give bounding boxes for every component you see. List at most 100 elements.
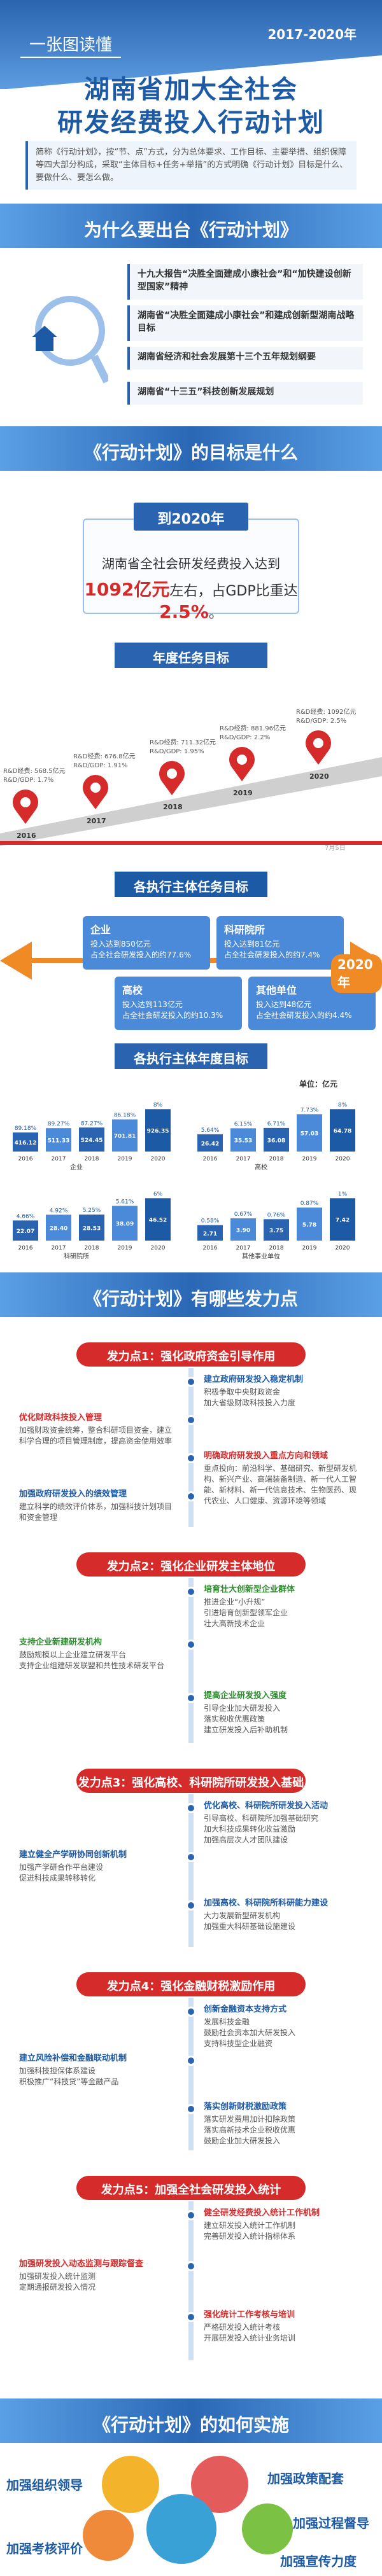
bar-value: 926.35: [147, 1129, 169, 1135]
task-institute: 科研院所 投入达到81亿元 占全社会研发投入的约7.4%: [216, 916, 344, 970]
yearly-unit: 单位：亿元: [299, 1080, 338, 1089]
goal-ratio: 2.5%: [159, 601, 209, 622]
measure-item-heading: 支持企业新建研发机构: [19, 1638, 103, 1648]
goal-mid: 左右，占GDP比重达: [169, 583, 298, 599]
measure-item-detail: 严格研发投入统计考核 开展研发投入统计业务培训: [204, 2323, 296, 2343]
bar-pct: 0.67%: [234, 1211, 253, 1218]
bar: [112, 1119, 138, 1152]
measure-dot: [186, 1491, 196, 1501]
measure-item-heading: 加强高校、科研院所科研能力建设: [204, 1898, 329, 1909]
bar: [230, 1218, 256, 1241]
measure-item-heading: 创新金融资本支持方式: [204, 2005, 287, 2014]
measure-item-detail: 引导企业加大研发投入 落实税收优惠政策 建立研发投入后补助机制: [204, 1703, 288, 1734]
bar: [264, 1219, 289, 1241]
bar: [112, 1206, 138, 1241]
measures-banner: 《行动计划》有哪些发力点: [0, 1272, 382, 1317]
point-year: 2018: [163, 803, 183, 811]
group-name: 其他事业单位: [242, 1252, 280, 1260]
measure-dot: [186, 1851, 196, 1862]
bar-year: 2018: [269, 1245, 284, 1251]
task-enterprise: 企业 投入达到850亿元 占全社会研发投入的约77.6%: [83, 916, 210, 970]
bar-year: 2016: [203, 1245, 218, 1251]
bar-pct: 1%: [338, 1191, 348, 1197]
bar-pct: 8%: [153, 1102, 163, 1108]
group-name: 高校: [255, 1163, 267, 1171]
measure-dot: [186, 1803, 196, 1813]
task-university: 高校 投入达到113亿元 占全社会研发投入的约10.3%: [115, 977, 242, 1030]
bar-year: 2016: [203, 1156, 218, 1162]
bar: [230, 1128, 256, 1152]
group-name: 企业: [70, 1163, 83, 1171]
bar-year: 2020: [151, 1245, 166, 1251]
bar-year: 2017: [52, 1245, 66, 1251]
point-label1: R&D经费: 676.8亿元: [73, 752, 136, 760]
measure-item-detail: 重点投向：前沿科学、基础研究、新型研发机构、新兴产业、高端装备制造、新一代人工智…: [204, 1464, 357, 1505]
bar-value: 35.53: [234, 1138, 252, 1145]
timeline-point: R&D经费: 1092亿元 R&D/GDP: 2.5% 2020: [296, 707, 356, 781]
bar-year: 2020: [336, 1245, 350, 1251]
measure-item-detail: 大力发展新型研发机构 加强重大科研基础设施建设: [204, 1911, 296, 1932]
bar-value: 511.33: [48, 1138, 70, 1145]
measure-item-heading: 加强政府研发投入的绩效管理: [19, 1489, 127, 1499]
measure-item-detail: 建立研发投入统计工作机制 完善研发投入统计指标体系: [204, 2221, 296, 2241]
bar-year: 2019: [302, 1156, 317, 1162]
pin-dot: [237, 755, 247, 765]
measure-item-heading: 落实创新财税激励政策: [204, 2102, 287, 2112]
bar-year: 2019: [118, 1245, 132, 1251]
measure-item-heading: 优化高校、科研院所研发投入活动: [204, 1801, 329, 1811]
timeline-point: R&D经费: 568.5亿元 R&D/GDP: 1.7% 2016: [3, 767, 66, 840]
measure-dot: [186, 1453, 196, 1463]
bar-year: 2020: [336, 1156, 350, 1162]
bar-value: 701.81: [114, 1134, 136, 1140]
bar-value: 416.12: [15, 1140, 37, 1146]
bar-value: 3.90: [236, 1227, 250, 1234]
measure-dot: [186, 1640, 196, 1650]
measure-axis: [188, 1794, 194, 1947]
measure-item-detail: 加强研发投入统计监测 定期通报研发投入情况: [19, 2272, 96, 2292]
pin-dot: [20, 797, 31, 807]
header-band: [0, 0, 382, 89]
bar-year: 2018: [85, 1156, 99, 1162]
implement-banner: 《行动计划》的如何实施: [0, 2398, 382, 2443]
bar: [145, 1109, 171, 1152]
task-line2: 占全社会研发投入的约77.6%: [90, 950, 192, 959]
circle-blue: [146, 2494, 216, 2564]
goal-end: 。: [208, 606, 223, 622]
bar: [145, 1198, 171, 1241]
bar: [330, 1198, 355, 1241]
bar-pct: 6%: [153, 1191, 163, 1197]
yearly-bar-chart: 416.12 89.18% 2016 511.33 89.27% 2017 524.45 87…: [13, 1102, 355, 1260]
timeline-bottom-bar: [0, 841, 382, 845]
intro-text: 简称《行动计划》，按“节、点”方式，分为总体要求、工作目标、主要举措、组织保障等…: [25, 141, 357, 190]
header-years: 2017-2020年: [267, 27, 357, 42]
measure-item-heading: 建立政府研发投入稳定机制: [204, 1375, 304, 1384]
task-name: 高校: [122, 984, 143, 996]
measure-dot: [186, 1900, 196, 1911]
reason-1: 十九大报告“决胜全面建成小康社会”和“加快建设创新型国家”精神: [127, 264, 363, 300]
bar-value: 2.71: [203, 1231, 217, 1237]
bar-value: 5.78: [302, 1222, 316, 1229]
bar-pct: 6.15%: [234, 1121, 253, 1127]
bar: [297, 1114, 322, 1152]
task-name: 科研院所: [224, 924, 265, 936]
title-line1: 湖南省加大全社会: [84, 75, 298, 104]
why-banner: 为什么要出台《行动计划》: [0, 204, 382, 248]
circle-green: [242, 2503, 293, 2554]
point-label2: R&D/GDP: 1.95%: [150, 748, 204, 755]
annual-chart: R&D经费: 568.5亿元 R&D/GDP: 1.7% 2016 R&D经费: 67…: [0, 707, 382, 852]
bar-value: 36.08: [267, 1138, 285, 1144]
impl-label-3: 加强考核评价: [6, 2541, 83, 2556]
timeline-point: R&D经费: 676.8亿元 R&D/GDP: 1.91% 2017: [73, 752, 136, 825]
bar: [13, 1132, 38, 1152]
point-label2: R&D/GDP: 1.91%: [73, 762, 128, 769]
measure-axis: [188, 1998, 194, 2150]
reason-4: 湖南省“十三五”科技创新发展规划: [127, 382, 363, 405]
task-name: 其他单位: [256, 984, 297, 996]
measure-axis: [188, 2201, 194, 2360]
measure-point-label: 发力点4：强化金融财税激励作用: [76, 1972, 306, 1996]
measure-item-heading: 培育壮大创新型企业群体: [204, 1585, 295, 1594]
bar-year: 2018: [85, 1245, 99, 1251]
measure-item-detail: 积极争取中央财政资金 加大省级财政科技投入力度: [204, 1388, 296, 1407]
reason-3: 湖南省经济和社会发展第十三个五年规划纲要: [127, 347, 363, 370]
measure-item-heading: 明确政府研发投入重点方向和领域: [204, 1451, 329, 1461]
